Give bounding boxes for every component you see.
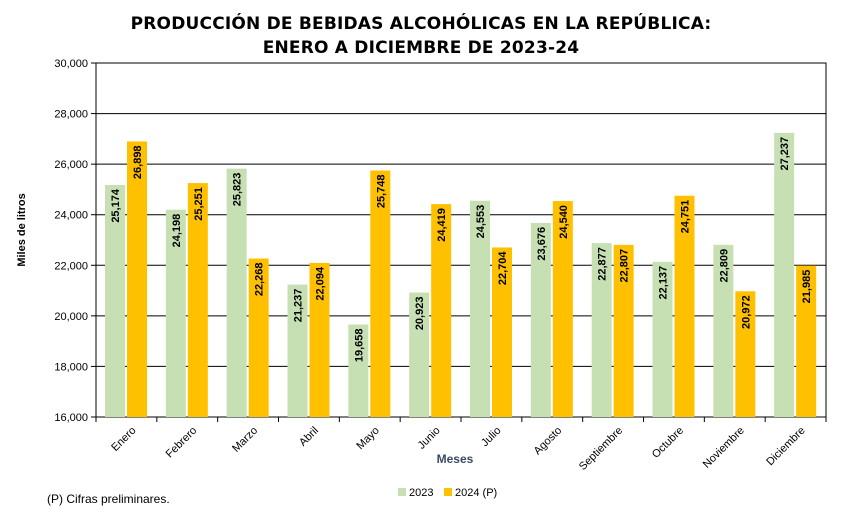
data-label: 25,174	[110, 188, 122, 223]
bar-2023	[348, 324, 369, 417]
bar-2024p	[492, 247, 512, 417]
bar-2024p	[187, 183, 208, 417]
data-label: 25,251	[193, 187, 205, 221]
data-label: 26,898	[132, 145, 144, 179]
y-tick-label: 18,000	[54, 361, 88, 373]
y-tick-label: 28,000	[54, 109, 88, 121]
plot-area	[95, 62, 827, 418]
x-tick-label: Noviembre	[701, 425, 747, 471]
x-tick-label: Febrero	[164, 425, 200, 461]
bar-2024p	[735, 291, 756, 417]
x-tick-label: Junio	[416, 425, 443, 452]
data-label: 25,748	[375, 175, 387, 209]
legend-label: 2023	[409, 487, 433, 499]
bar-2024p	[796, 265, 817, 417]
legend-swatch	[444, 488, 452, 496]
bar-2024p	[309, 262, 330, 417]
bar-2024p	[127, 141, 147, 417]
bar-2023	[652, 261, 673, 417]
bar-2023	[774, 132, 795, 417]
bar-2023	[713, 244, 734, 417]
bar-2023	[470, 200, 490, 417]
y-tick-label: 22,000	[54, 260, 88, 272]
legend-label: 2024 (P)	[455, 487, 497, 499]
bar-2023	[530, 222, 551, 417]
y-tick-label: 20,000	[54, 311, 88, 323]
legend-swatch	[398, 488, 406, 496]
bar-2023	[287, 284, 308, 417]
bar-2023	[226, 168, 247, 417]
x-tick-label: Marzo	[230, 425, 260, 455]
data-label: 22,807	[619, 249, 631, 283]
data-label: 22,094	[315, 266, 327, 301]
data-label: 23,676	[536, 227, 548, 261]
data-label: 22,268	[254, 263, 266, 297]
bar-2023	[165, 209, 186, 417]
bar-2024p	[552, 201, 573, 417]
x-tick-label: Julio	[479, 425, 503, 449]
chart-title: PRODUCCIÓN DE BEBIDAS ALCOHÓLICAS EN LA …	[130, 14, 712, 34]
data-label: 21,985	[801, 270, 813, 304]
data-label: 24,419	[436, 208, 448, 242]
data-label: 19,658	[353, 329, 365, 363]
bar-2024p	[248, 258, 269, 417]
data-label: 24,553	[475, 205, 487, 239]
x-tick-label: Enero	[109, 425, 138, 454]
data-label: 25,823	[232, 173, 244, 207]
chart-subtitle: ENERO A DICIEMBRE DE 2023-24	[262, 38, 580, 58]
data-label: 22,809	[718, 249, 730, 283]
y-tick-label: 26,000	[54, 159, 88, 171]
data-label: 21,237	[293, 289, 305, 323]
bar-2023	[591, 243, 612, 417]
x-tick-label: Septiembre	[577, 425, 625, 473]
data-label: 22,137	[658, 266, 670, 300]
bar-2024p	[370, 170, 391, 417]
data-label: 24,540	[558, 205, 570, 239]
bar-2023	[105, 185, 125, 417]
y-tick-label: 30,000	[54, 58, 88, 70]
bar-2023	[409, 292, 430, 417]
x-axis-title: Meses	[437, 452, 474, 466]
data-label: 22,704	[497, 251, 509, 286]
y-tick-label: 24,000	[54, 210, 88, 222]
data-label: 24,198	[171, 214, 183, 248]
bar-2024p	[613, 244, 634, 417]
bar-2024p	[674, 195, 695, 417]
data-label: 27,237	[779, 137, 791, 171]
y-axis-title: Miles de litros	[16, 193, 28, 266]
data-label: 22,877	[597, 247, 609, 281]
x-tick-label: Abril	[297, 425, 321, 449]
data-label: 20,923	[414, 297, 426, 331]
data-label: 20,972	[740, 295, 752, 329]
footnote: (P) Cifras preliminares.	[47, 492, 170, 506]
x-tick-label: Mayo	[354, 425, 382, 453]
y-tick-label: 16,000	[54, 412, 88, 424]
data-label: 24,751	[680, 200, 692, 234]
bar-2024p	[431, 204, 452, 417]
x-tick-label: Octubre	[650, 425, 686, 461]
x-tick-label: Diciembre	[764, 425, 807, 468]
x-tick-label: Agosto	[532, 425, 565, 458]
